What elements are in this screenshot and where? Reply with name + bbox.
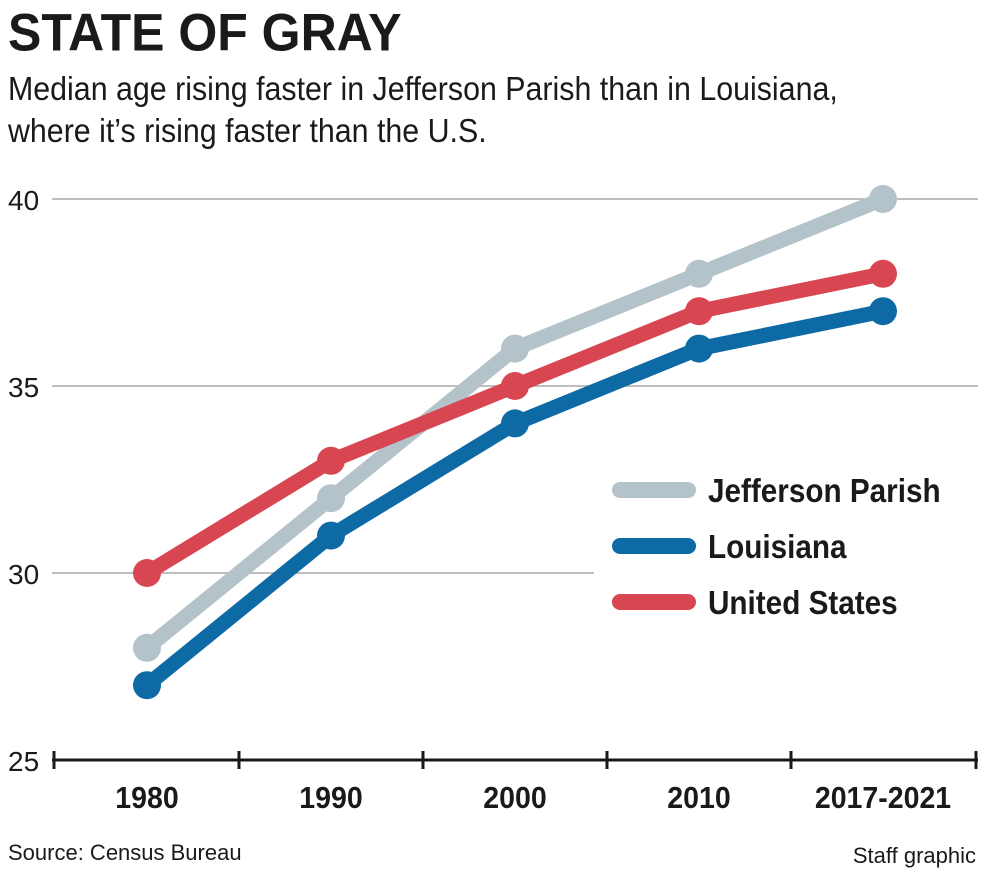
data-point-louisiana-2000 xyxy=(501,409,529,438)
y-tick-label-30: 30 xyxy=(8,559,39,590)
data-point-louisiana-1990 xyxy=(317,521,345,550)
x-tick-label-2010: 2010 xyxy=(667,781,730,815)
legend-label-united-states: United States xyxy=(708,585,898,622)
data-point-jefferson-parish-1980 xyxy=(133,633,161,662)
data-point-jefferson-parish-2000 xyxy=(501,334,529,363)
data-point-jefferson-parish-2010 xyxy=(685,259,713,288)
chart-subtitle: Median age rising faster in Jefferson Pa… xyxy=(8,68,905,152)
data-point-united-states-1990 xyxy=(317,446,345,475)
data-point-jefferson-parish-2017-2021 xyxy=(869,185,897,213)
chart-title: STATE OF GRAY xyxy=(8,3,402,62)
y-tick-label-25: 25 xyxy=(8,746,39,777)
data-point-louisiana-1980 xyxy=(133,671,161,700)
credit-note: Staff graphic xyxy=(852,843,976,868)
y-tick-label-40: 40 xyxy=(8,185,39,216)
data-point-louisiana-2010 xyxy=(685,334,713,363)
x-tick-label-2017-2021: 2017-2021 xyxy=(815,781,951,815)
data-point-united-states-1980 xyxy=(133,559,161,587)
subtitle-line-2: where it’s rising faster than the U.S. xyxy=(8,112,487,149)
legend-label-jefferson-parish: Jefferson Parish xyxy=(708,473,941,510)
data-point-united-states-2000 xyxy=(501,372,529,400)
source-note: Source: Census Bureau xyxy=(8,840,242,865)
x-tick-label-1990: 1990 xyxy=(299,781,362,815)
data-point-jefferson-parish-1990 xyxy=(317,484,345,513)
x-tick-label-1980: 1980 xyxy=(115,781,178,815)
data-point-united-states-2010 xyxy=(685,297,713,326)
y-tick-label-35: 35 xyxy=(8,372,39,403)
x-tick-label-2000: 2000 xyxy=(483,781,546,815)
data-point-united-states-2017-2021 xyxy=(869,259,897,288)
data-point-louisiana-2017-2021 xyxy=(869,297,897,326)
subtitle-line-1: Median age rising faster in Jefferson Pa… xyxy=(8,70,838,107)
legend-label-louisiana: Louisiana xyxy=(708,529,847,566)
